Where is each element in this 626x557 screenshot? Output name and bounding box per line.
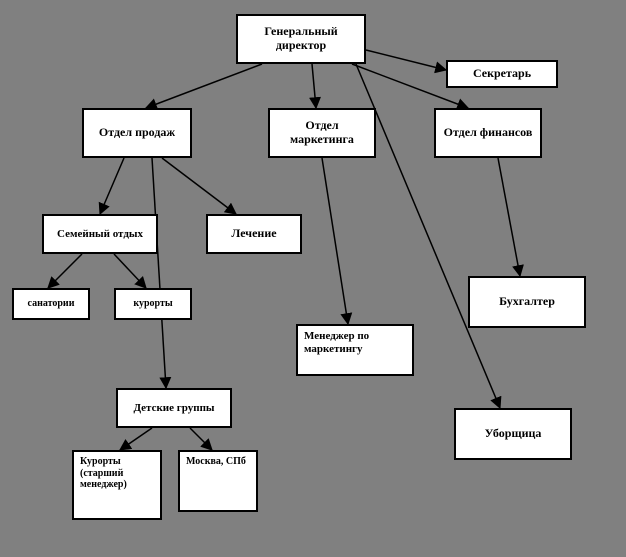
node-accountant: Бухгалтер <box>468 276 586 328</box>
org-chart: Генеральный директор Секретарь Отдел прода… <box>0 0 626 557</box>
node-msk_spb: Москва, СПб <box>178 450 258 512</box>
node-secretary: Секретарь <box>446 60 558 88</box>
edge-gen_dir-marketing <box>312 64 316 108</box>
node-marketing: Отдел маркетинга <box>268 108 376 158</box>
edge-gen_dir-sales <box>146 64 262 108</box>
edge-sales-treatment <box>162 158 236 214</box>
node-gen_dir: Генеральный директор <box>236 14 366 64</box>
edge-family-resorts <box>114 254 146 288</box>
edge-marketing-mkt_mgr <box>322 158 348 324</box>
edge-gen_dir-secretary <box>366 50 446 70</box>
edge-finance-accountant <box>498 158 520 276</box>
node-resorts_sm: Курорты (старший менеджер) <box>72 450 162 520</box>
node-resorts: курорты <box>114 288 192 320</box>
edge-kids-resorts_sm <box>120 428 152 450</box>
node-cleaner: Уборщица <box>454 408 572 460</box>
edge-family-sanatoriums <box>48 254 82 288</box>
node-treatment: Лечение <box>206 214 302 254</box>
node-mkt_mgr: Менеджер по маркетингу <box>296 324 414 376</box>
node-sanatoriums: санатории <box>12 288 90 320</box>
edge-kids-msk_spb <box>190 428 212 450</box>
node-family: Семейный отдых <box>42 214 158 254</box>
node-finance: Отдел финансов <box>434 108 542 158</box>
node-sales: Отдел продаж <box>82 108 192 158</box>
edge-sales-family <box>100 158 124 214</box>
edge-sales-kids <box>152 158 166 388</box>
node-kids: Детские группы <box>116 388 232 428</box>
